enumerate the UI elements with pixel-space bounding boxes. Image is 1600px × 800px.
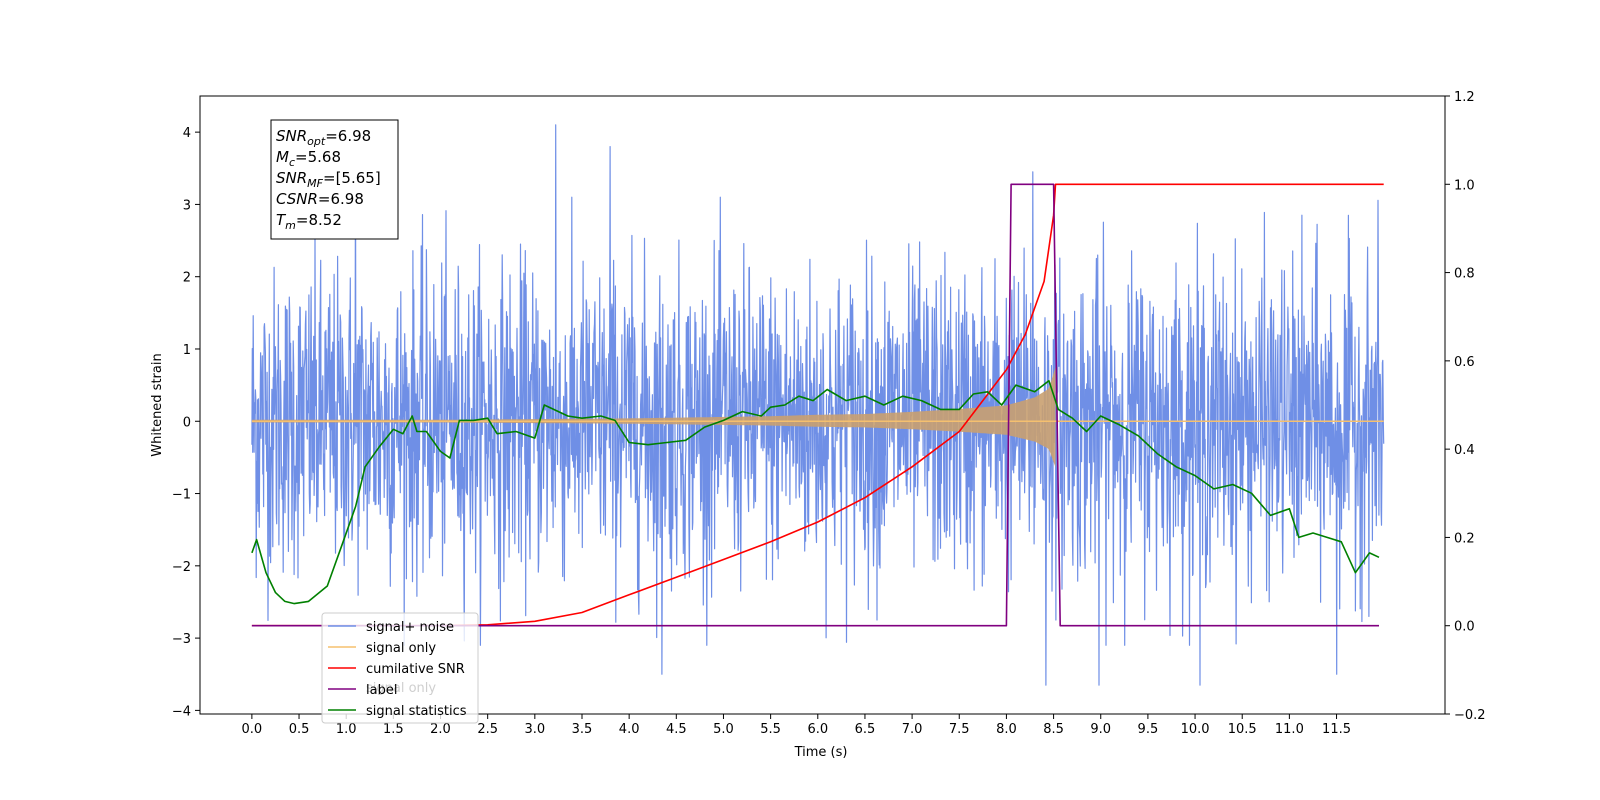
- legend-frame: [321, 612, 479, 724]
- x-tick-label: 6.0: [807, 722, 828, 737]
- y2-tick-label: 0.4: [1454, 443, 1475, 458]
- x-tick-label: 3.5: [572, 722, 593, 737]
- x-tick-label: 1.5: [383, 722, 404, 737]
- x-tick-label: 7.0: [902, 722, 923, 737]
- x-tick-label: 2.0: [430, 722, 451, 737]
- legend-label: label: [366, 683, 397, 698]
- y2-tick-label: 0.0: [1454, 620, 1475, 635]
- signal-noise-line: [251, 124, 1385, 686]
- annotation-line: SNRMF=[5.65]: [276, 169, 381, 190]
- x-tick-label: 7.5: [949, 722, 970, 737]
- y-tick-label: −2: [172, 560, 191, 575]
- x-tick-label: 0.0: [242, 722, 263, 737]
- annotation-line: Mc=5.68: [276, 148, 341, 169]
- y-tick-label: −4: [172, 704, 191, 719]
- x-tick-label: 10.0: [1181, 722, 1210, 737]
- annotation-line: Tm=8.52: [276, 211, 342, 232]
- series-signal-only: [251, 367, 1384, 468]
- x-tick-label: 0.5: [289, 722, 310, 737]
- x-tick-label: 6.5: [855, 722, 876, 737]
- y-tick-label: −3: [172, 632, 191, 647]
- x-tick-label: 5.5: [760, 722, 781, 737]
- x-tick-label: 11.0: [1275, 722, 1304, 737]
- label-line: [251, 183, 1379, 627]
- legend-obscured-label: signal only: [366, 681, 436, 696]
- y-tick-label: 2: [183, 271, 191, 286]
- x-tick-label: 2.5: [477, 722, 498, 737]
- series-cumulative-snr: [251, 183, 1384, 627]
- legend-label: signal statistics: [366, 704, 467, 719]
- legend-label: signal only: [366, 641, 436, 656]
- y-axis-right: −0.2 0.0 0.2 0.4 0.6 0.8 1.0 1.2: [1445, 90, 1486, 723]
- x-axis: 0.0 0.5 1.0 1.5 2.0 2.5 3.0 3.5 4.0 4.5 5.0 5.5 6.0 6…: [242, 714, 1351, 737]
- plot-frame: [199, 95, 1446, 715]
- legend: signal only signal+ noise signal only cumil…: [321, 612, 479, 724]
- y2-tick-label: −0.2: [1454, 708, 1486, 723]
- y2-tick-label: 1.2: [1454, 90, 1475, 105]
- y2-tick-label: 0.6: [1454, 355, 1475, 370]
- x-axis-label: Time (s): [794, 745, 848, 760]
- y-axis-label: Whitened strain: [150, 353, 165, 456]
- y-tick-label: 0: [183, 415, 191, 430]
- cumulative-snr-line: [251, 183, 1384, 627]
- signal-only-envelope: [251, 367, 1056, 468]
- legend-label: cumilative SNR: [366, 662, 465, 677]
- x-tick-label: 1.0: [336, 722, 357, 737]
- x-tick-label: 5.0: [713, 722, 734, 737]
- x-tick-label: 3.0: [524, 722, 545, 737]
- y-tick-label: 3: [183, 198, 191, 213]
- x-tick-label: 4.5: [666, 722, 687, 737]
- x-tick-label: 9.5: [1138, 722, 1159, 737]
- series-label: [251, 183, 1379, 627]
- y2-tick-label: 1.0: [1454, 178, 1475, 193]
- x-tick-label: 11.5: [1322, 722, 1351, 737]
- y-tick-label: −1: [172, 488, 191, 503]
- y-tick-label: 4: [183, 126, 191, 141]
- x-tick-label: 4.0: [619, 722, 640, 737]
- x-tick-label: 10.5: [1228, 722, 1257, 737]
- annotation-frame: [270, 119, 399, 240]
- series-signal-statistics: [251, 379, 1380, 605]
- annotation-line: SNRopt=6.98: [276, 127, 371, 148]
- signal-statistics-line: [251, 379, 1380, 605]
- y2-tick-label: 0.2: [1454, 531, 1475, 546]
- y-axis-left: −4 −3 −2 −1 0 1 2 3 4: [172, 126, 200, 719]
- x-tick-label: 9.0: [1090, 722, 1111, 737]
- x-tick-label: 8.5: [1043, 722, 1064, 737]
- annotation-line: CSNR=6.98: [276, 190, 364, 208]
- y-tick-label: 1: [183, 343, 191, 358]
- series-signal-noise: [251, 124, 1385, 686]
- x-tick-label: 8.0: [996, 722, 1017, 737]
- y2-tick-label: 0.8: [1454, 267, 1475, 282]
- legend-label: signal+ noise: [366, 620, 454, 635]
